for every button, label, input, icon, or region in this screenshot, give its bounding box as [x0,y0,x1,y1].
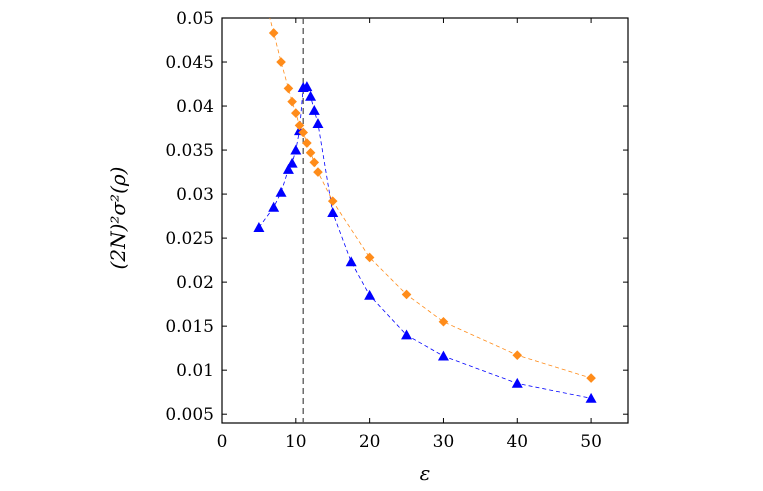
y-tick-label: 0.03 [176,185,214,205]
y-tick-label: 0.05 [176,9,214,29]
data-point-triangle [253,222,265,232]
plot-frame [221,17,629,424]
data-point-diamond [302,138,312,148]
data-point-diamond [327,196,338,206]
data-point-diamond [364,252,375,263]
x-tick-label: 50 [580,432,602,452]
x-axis-label: ε [420,461,431,485]
data-point-diamond [287,96,297,107]
data-point-triangle [308,104,320,115]
data-point-diamond [586,373,596,383]
data-point-triangle [305,90,317,101]
data-point-diamond [291,108,301,118]
data-point-triangle [345,256,357,267]
data-point-diamond [401,289,412,300]
data-point-triangle [364,289,376,300]
y-tick-label: 0.005 [165,405,214,425]
x-tick-label: 20 [359,432,381,452]
y-tick-label: 0.02 [176,273,214,293]
plot-area: 0 10 20 30 40 50 0.005 0.01 0.015 0.02 0.025 0.03 0.… [165,9,629,452]
data-point-triangle [290,144,302,155]
y-tick-label: 0.01 [176,361,214,381]
y-tick-label: 0.04 [176,97,214,117]
y-tick-label: 0.015 [165,317,214,337]
x-tick-label: 10 [285,432,307,452]
x-tick-label: 0 [217,432,228,452]
data-point-triangle [401,329,413,340]
data-point-triangle [301,81,313,92]
data-point-diamond [268,28,279,38]
data-point-triangle [268,201,280,212]
data-point-diamond [512,350,523,361]
data-point-diamond [298,127,308,138]
x-tick-label: 40 [506,432,528,452]
data-point-triangle [511,377,523,388]
data-point-diamond [305,147,316,158]
data-point-triangle [437,350,449,361]
data-point-diamond [294,120,305,131]
data-point-diamond [283,83,294,94]
data-point-diamond [309,157,320,168]
series-line [269,18,592,379]
data-point-diamond [276,57,286,67]
data-point-triangle [327,207,339,217]
data-point-triangle [286,157,298,168]
y-axis-label: (2N)²σ²(ρ) [106,167,130,270]
y-tick-label: 0.025 [165,229,214,249]
data-point-triangle [312,118,324,129]
data-point-triangle [275,186,287,197]
data-point-diamond [438,316,449,327]
data-point-triangle [282,163,294,174]
y-tick-label: 0.035 [165,141,214,161]
data-point-diamond [313,167,323,177]
y-tick-label: 0.045 [165,53,214,73]
x-tick-label: 30 [433,432,455,452]
series-line [258,86,592,399]
data-point-triangle [585,392,597,403]
